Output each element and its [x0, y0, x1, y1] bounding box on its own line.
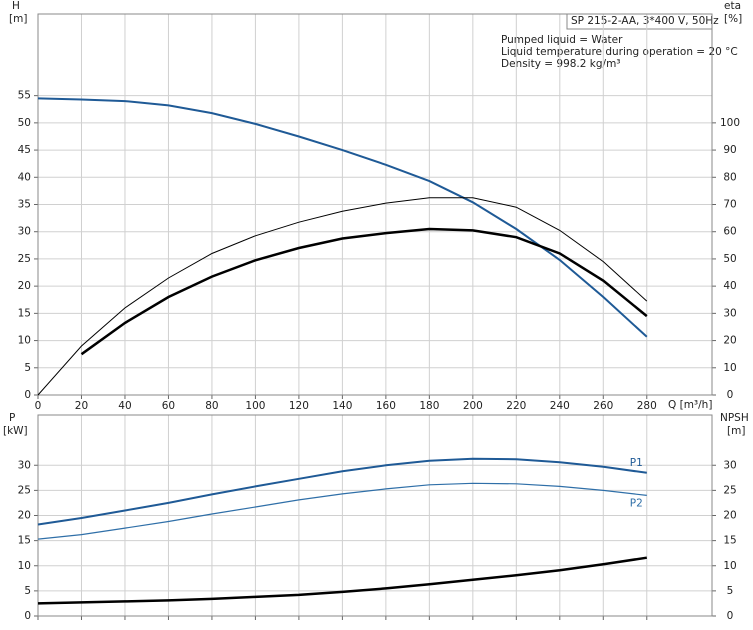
- y2-tick-label: 0: [727, 610, 734, 622]
- x-tick-label: 180: [419, 400, 439, 412]
- curve: [37, 457, 647, 526]
- x-tick-label: 280: [637, 400, 657, 412]
- curve: [37, 97, 648, 338]
- y2-axis-unit: [m]: [727, 425, 745, 437]
- y2-tick-label: 90: [723, 144, 736, 156]
- y-tick-label: 0: [24, 389, 31, 401]
- y-tick-label: 55: [18, 90, 31, 102]
- x-axis-label: Q [m³/h]: [668, 399, 712, 411]
- y2-tick-label: 10: [723, 560, 736, 572]
- x-tick-label: 240: [550, 400, 570, 412]
- annotation: Density = 998.2 kg/m³: [501, 58, 621, 70]
- y-tick-label: 40: [18, 171, 31, 183]
- y-tick-label: 5: [24, 362, 31, 374]
- plot-frame: [37, 414, 713, 617]
- y2-tick-label: 80: [723, 171, 736, 183]
- y2-tick-label: 15: [723, 535, 736, 547]
- y2-tick-label: 30: [723, 307, 736, 319]
- y-tick-label: 0: [24, 610, 31, 622]
- x-tick-label: 260: [593, 400, 613, 412]
- panel: 0 5 10 15 20 25 30 0 5 10 15 20 25 30 P1 P2: [18, 414, 737, 622]
- x-tick-label: 100: [245, 400, 265, 412]
- y2-tick-label: 20: [723, 335, 736, 347]
- y2-tick-label: 60: [723, 226, 736, 238]
- y-tick-label: 50: [18, 117, 31, 129]
- y2-axis-unit: [%]: [724, 13, 742, 25]
- y2-tick-label: 20: [723, 510, 736, 522]
- y-tick-label: 20: [18, 280, 31, 292]
- y-tick-label: 25: [18, 253, 31, 265]
- x-tick-label: 120: [289, 400, 309, 412]
- y-tick-label: 30: [18, 459, 31, 471]
- curve: [37, 197, 648, 396]
- y2-tick-label: 50: [723, 253, 736, 265]
- y2-tick-label: 40: [723, 280, 736, 292]
- y-axis-unit: [m]: [9, 13, 27, 25]
- curve-label: P1: [630, 457, 643, 469]
- annotation: Liquid temperature during operation = 20…: [501, 46, 738, 58]
- x-tick-label: 20: [75, 400, 88, 412]
- y2-tick-label: 70: [723, 199, 736, 211]
- x-tick-label: 60: [162, 400, 175, 412]
- curve-label: P2: [630, 497, 643, 509]
- y-tick-label: 15: [18, 307, 31, 319]
- y-tick-label: 30: [18, 226, 31, 238]
- y-tick-label: 10: [18, 560, 31, 572]
- y-axis-label: H: [12, 0, 20, 12]
- y2-tick-label: 10: [723, 362, 736, 374]
- annotation: Pumped liquid = Water: [501, 34, 623, 46]
- y2-axis-label: NPSH: [720, 412, 749, 424]
- x-tick-label: 40: [118, 400, 131, 412]
- y-tick-label: 10: [18, 335, 31, 347]
- curve: [37, 482, 647, 540]
- y-axis-label: P: [9, 412, 15, 424]
- panel: 0 20 40 60 80 100 120 140 160 180 200 220 240 260 2800…: [18, 13, 740, 412]
- curve: [37, 556, 647, 605]
- y2-tick-label: 100: [720, 117, 740, 129]
- y-tick-label: 15: [18, 535, 31, 547]
- x-tick-label: 80: [205, 400, 218, 412]
- y-tick-label: 25: [18, 484, 31, 496]
- plot-frame: [37, 13, 713, 396]
- y2-tick-label: 25: [723, 484, 736, 496]
- model-label: SP 215-2-AA, 3*400 V, 50Hz: [571, 15, 719, 27]
- y-tick-label: 5: [24, 585, 31, 597]
- x-tick-label: 220: [506, 400, 526, 412]
- x-tick-label: 160: [376, 400, 396, 412]
- y2-tick-label: 5: [727, 585, 734, 597]
- y-tick-label: 35: [18, 199, 31, 211]
- y-tick-label: 45: [18, 144, 31, 156]
- x-tick-label: 0: [35, 400, 42, 412]
- y-tick-label: 20: [18, 510, 31, 522]
- y2-axis-label: eta: [724, 0, 741, 12]
- curve: [80, 227, 648, 356]
- x-tick-label: 200: [463, 400, 483, 412]
- y2-tick-label: 0: [727, 389, 734, 401]
- y2-tick-label: 30: [723, 459, 736, 471]
- y-axis-unit: [kW]: [3, 425, 28, 437]
- x-tick-label: 140: [332, 400, 352, 412]
